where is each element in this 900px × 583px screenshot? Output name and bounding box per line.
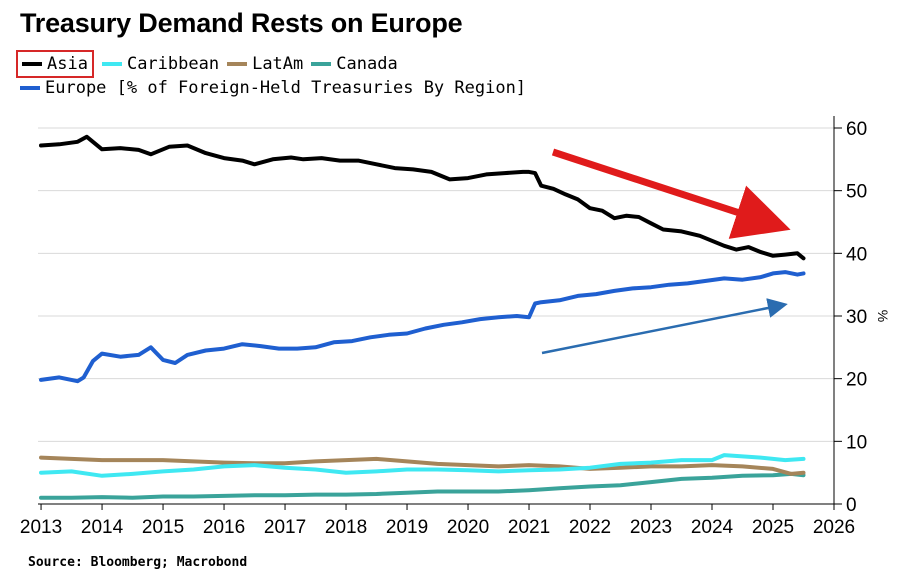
y-tick-label-30: 30 [846, 307, 867, 328]
y-tick-label-50: 50 [846, 182, 867, 203]
x-tick-label-2020: 2020 [447, 517, 489, 538]
red-arrow-annotation [551, 148, 791, 239]
x-tick-label-2025: 2025 [752, 517, 794, 538]
legend-swatch-asia [22, 62, 42, 66]
x-tick-label-2021: 2021 [508, 517, 550, 538]
y-axis-unit-label: % [875, 310, 891, 322]
legend-item-asia: Asia [16, 50, 94, 78]
series-line-europe [39, 270, 806, 384]
series-line-caribbean [39, 453, 806, 478]
series-line-latam [39, 455, 806, 476]
axes: 0 10 20 30 40 50 60% 2013 2014 2015 2016 2017 2018 20… [20, 116, 891, 538]
x-tick-label-2022: 2022 [569, 517, 611, 538]
legend-label-europe: Europe [% of Foreign-Held Treasuries By … [45, 78, 527, 98]
annotations [541, 148, 791, 355]
x-tick-label-2017: 2017 [264, 517, 306, 538]
legend-swatch-caribbean [101, 62, 122, 66]
legend-row-1: Asia Caribbean LatAm Canada [16, 50, 406, 78]
legend-item-europe: Europe [% of Foreign-Held Treasuries By … [20, 78, 526, 98]
legend-label-canada: Canada [336, 54, 398, 74]
legend-item-caribbean: Caribbean [101, 54, 220, 74]
y-tick-label-10: 10 [846, 432, 867, 453]
source-note: Source: Bloomberg; Macrobond [28, 555, 248, 570]
series-lines [39, 134, 806, 500]
x-tick-label-2016: 2016 [203, 517, 245, 538]
legend-label-asia: Asia [47, 54, 88, 74]
gridlines [38, 127, 834, 442]
legend-item-canada: Canada [311, 54, 398, 74]
x-tick-label-2026: 2026 [813, 517, 855, 538]
y-tick-label-40: 40 [846, 244, 867, 265]
legend-swatch-latam [227, 62, 248, 66]
y-tick-label-20: 20 [846, 370, 867, 391]
chart-title: Treasury Demand Rests on Europe [20, 8, 463, 38]
x-tick-label-2018: 2018 [325, 517, 367, 538]
legend-row-2: Europe [% of Foreign-Held Treasuries By … [20, 78, 534, 98]
x-tick-label-2013: 2013 [20, 517, 62, 538]
legend-swatch-canada [311, 62, 332, 66]
y-tick-label-0: 0 [846, 495, 857, 516]
x-tick-label-2015: 2015 [142, 517, 184, 538]
y-tick-label-60: 60 [846, 119, 867, 140]
series-line-asia [39, 134, 806, 261]
series-line-canada [39, 471, 806, 500]
blue-arrow-annotation [541, 298, 788, 355]
x-tick-label-2023: 2023 [630, 517, 672, 538]
legend-item-latam: LatAm [227, 54, 303, 74]
legend-swatch-europe [20, 86, 40, 90]
x-tick-label-2024: 2024 [691, 517, 734, 538]
legend-label-latam: LatAm [252, 54, 304, 74]
legend-label-caribbean: Caribbean [126, 54, 220, 74]
x-tick-label-2019: 2019 [386, 517, 428, 538]
x-tick-label-2014: 2014 [81, 517, 124, 538]
